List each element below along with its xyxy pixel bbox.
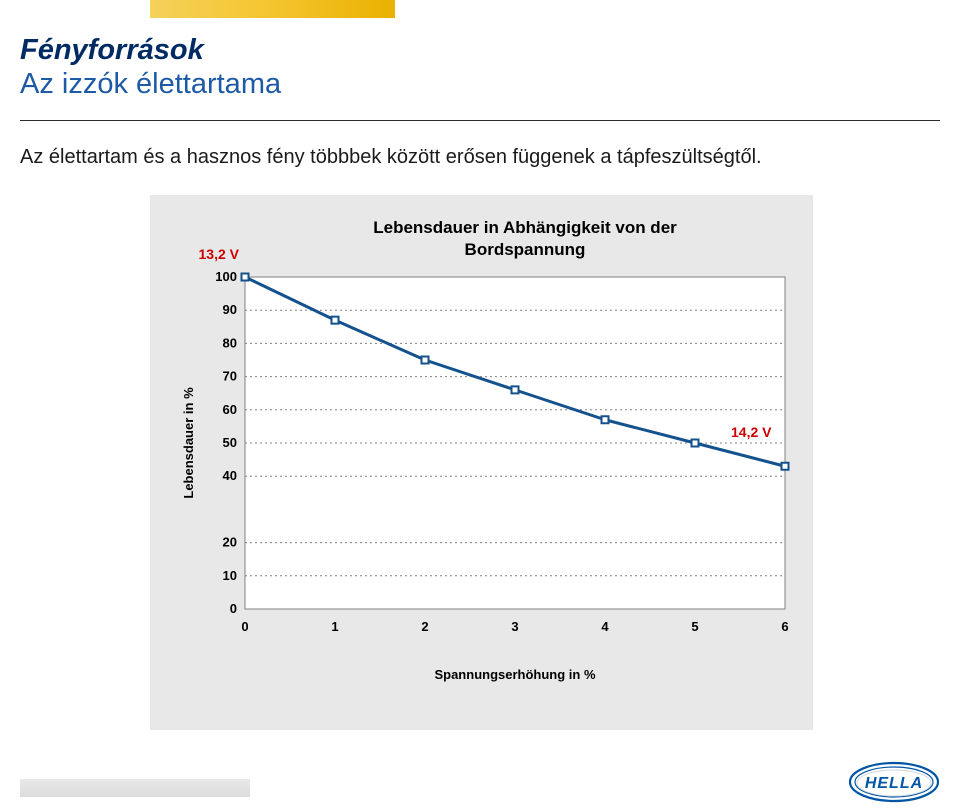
- svg-text:70: 70: [223, 369, 237, 384]
- svg-text:10: 10: [223, 568, 237, 583]
- svg-text:Bordspannung: Bordspannung: [465, 240, 586, 259]
- header-accent-stripe: [150, 0, 395, 18]
- svg-text:Lebensdauer in %: Lebensdauer in %: [181, 387, 196, 499]
- slide-body-text: Az élettartam és a hasznos fény többbek …: [20, 146, 762, 169]
- page-title-1: Fényforrások: [20, 34, 281, 67]
- hella-logo: HELLA: [848, 761, 940, 803]
- svg-text:100: 100: [215, 269, 237, 284]
- svg-text:HELLA: HELLA: [865, 775, 923, 792]
- svg-text:90: 90: [223, 302, 237, 317]
- svg-text:5: 5: [691, 619, 698, 634]
- svg-text:4: 4: [601, 619, 609, 634]
- svg-text:0: 0: [230, 601, 237, 616]
- footer-accent-bar: [20, 779, 250, 797]
- svg-text:0: 0: [241, 619, 248, 634]
- svg-text:60: 60: [223, 402, 237, 417]
- svg-text:13,2 V: 13,2 V: [199, 246, 240, 262]
- svg-text:40: 40: [223, 468, 237, 483]
- lifetime-vs-voltage-chart: Lebensdauer in Abhängigkeit von der Bords…: [160, 205, 803, 720]
- svg-text:14,2 V: 14,2 V: [731, 424, 772, 440]
- svg-text:20: 20: [223, 535, 237, 550]
- svg-text:2: 2: [421, 619, 428, 634]
- svg-text:3: 3: [511, 619, 518, 634]
- page-title-block: Fényforrások Az izzók élettartama: [20, 34, 281, 102]
- title-underline: [20, 120, 940, 121]
- svg-text:50: 50: [223, 435, 237, 450]
- svg-text:6: 6: [781, 619, 788, 634]
- chart-panel: Lebensdauer in Abhängigkeit von der Bords…: [150, 195, 813, 730]
- svg-text:80: 80: [223, 335, 237, 350]
- page-title-2: Az izzók élettartama: [20, 67, 281, 102]
- svg-text:1: 1: [331, 619, 338, 634]
- svg-text:Spannungserhöhung in %: Spannungserhöhung in %: [434, 667, 595, 682]
- svg-text:Lebensdauer in Abhängigkeit vo: Lebensdauer in Abhängigkeit von der: [373, 218, 677, 237]
